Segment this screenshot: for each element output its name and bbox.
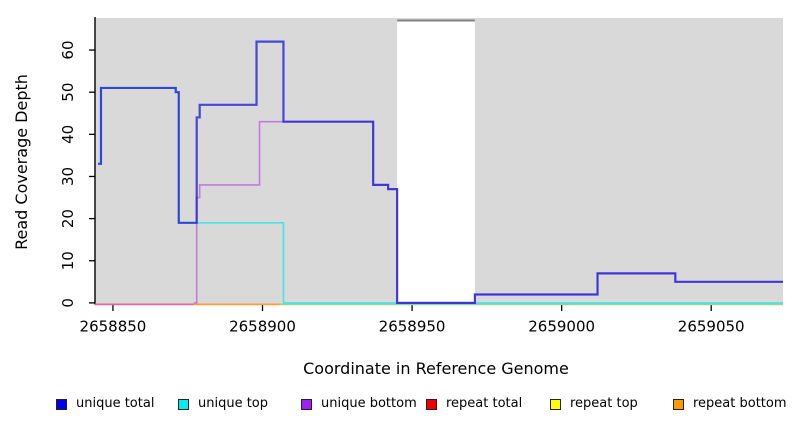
series-line-unique-total bbox=[97, 40, 783, 304]
y-tick-label: 40 bbox=[59, 125, 77, 144]
x-axis-title: Coordinate in Reference Genome bbox=[303, 359, 569, 378]
legend-label: unique top bbox=[198, 396, 269, 411]
legend-swatch-unique-bottom bbox=[301, 399, 312, 410]
x-tick-label: 2659050 bbox=[678, 318, 745, 336]
x-tick-label: 2659000 bbox=[528, 318, 595, 336]
legend-swatch-unique-top bbox=[178, 399, 189, 410]
legend-label: unique total bbox=[76, 396, 155, 411]
x-tick-label: 2658950 bbox=[379, 318, 446, 336]
y-tick-label: 30 bbox=[59, 167, 77, 186]
legend-label: unique bottom bbox=[321, 396, 417, 411]
y-tick-label: 10 bbox=[59, 251, 77, 270]
y-tick-label: 20 bbox=[59, 209, 77, 228]
legend-label: repeat total bbox=[446, 396, 523, 411]
x-tick-label: 2658850 bbox=[80, 318, 147, 336]
y-tick-label: 0 bbox=[59, 298, 77, 308]
axes: 0 10 20 30 40 50 60 2658850 2658900 2658950 265900… bbox=[59, 17, 745, 336]
legend-swatch-repeat-total bbox=[426, 399, 437, 410]
legend-label: repeat top bbox=[570, 396, 638, 411]
legend-swatch-repeat-bottom bbox=[673, 399, 684, 410]
legend-swatch-repeat-top bbox=[550, 399, 561, 410]
coverage-gap-band bbox=[397, 20, 475, 305]
y-tick-label: 60 bbox=[59, 40, 77, 59]
y-axis-title: Read Coverage Depth bbox=[12, 74, 31, 250]
series-lines bbox=[95, 40, 783, 306]
legend: unique total unique top unique bottom repea… bbox=[0, 396, 792, 416]
legend-label: repeat bottom bbox=[693, 396, 787, 411]
plot-panel bbox=[95, 18, 783, 305]
plot-canvas: 0 10 20 30 40 50 60 2658850 2658900 2658950 265900… bbox=[12, 17, 783, 378]
x-tick-label: 2658900 bbox=[229, 318, 296, 336]
legend-swatch-unique-total bbox=[56, 399, 67, 410]
y-tick-label: 50 bbox=[59, 83, 77, 102]
